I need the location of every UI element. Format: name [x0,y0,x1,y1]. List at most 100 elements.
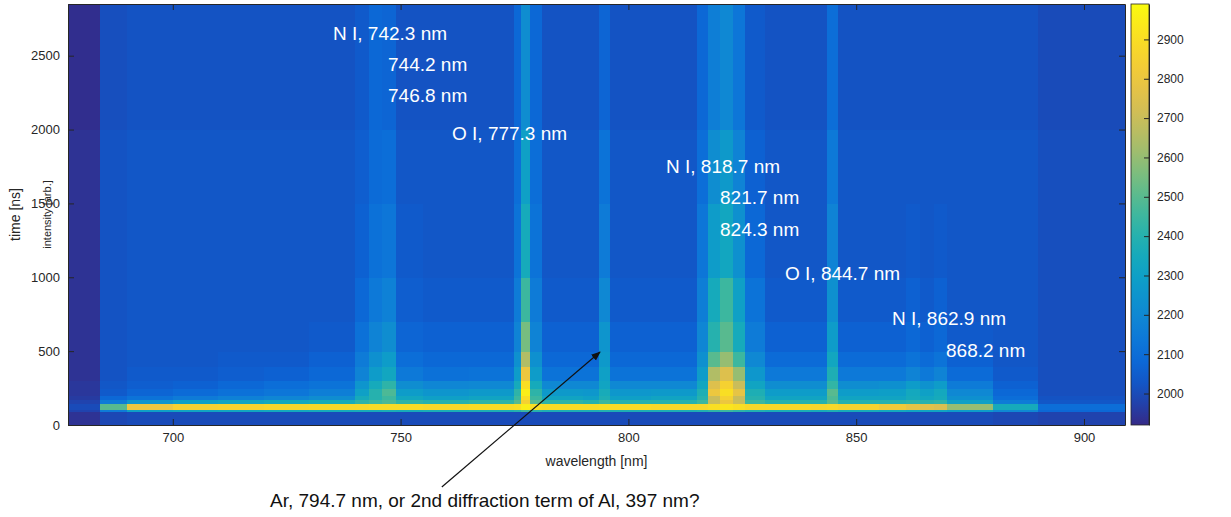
tick-mark [1144,79,1149,80]
tick: 2600 [1144,151,1184,165]
heatmap-cell [947,404,993,411]
heatmap-cell [469,381,515,389]
heatmap-cell [827,4,839,130]
heatmap-cell [423,322,469,352]
heatmap-cell [218,4,264,130]
heatmap-cell [745,381,766,389]
heatmap-cell [906,381,920,389]
tick-mark [68,351,74,352]
tick-mark [1119,277,1125,278]
heatmap-cell [745,412,766,425]
tick-mark [1144,236,1149,237]
tick [1119,277,1125,278]
heatmap-cell [68,400,100,404]
tick-mark [628,4,629,10]
heatmap-cell [355,351,369,366]
heatmap-cell [651,400,697,404]
heatmap-cell [697,366,709,381]
tick-mark [401,419,402,425]
heatmap-cell [610,400,652,404]
heatmap-cell [542,322,584,352]
heatmap-cell [127,388,173,396]
tick [1119,351,1125,352]
heatmap-cell [708,412,720,425]
heatmap-cell [583,322,600,352]
heatmap-cell [765,395,811,400]
heatmap-cell [827,366,839,381]
heatmap-cell [708,388,720,396]
heatmap-cell [906,388,920,396]
heatmap-cell [651,366,697,381]
heatmap-cell [423,381,469,389]
tick-mark [68,277,74,278]
heatmap-cell [720,395,734,400]
axis-line [68,5,69,426]
heatmap-cell [355,412,369,425]
heatmap-cell [745,395,766,400]
heatmap-cell [521,322,531,352]
heatmap-cell [934,400,948,404]
heatmap-cell [920,203,934,277]
heatmap-cell [583,400,600,404]
heatmap-cell [906,400,920,404]
heatmap-cell [838,400,880,404]
heatmap-cell [100,404,128,411]
heatmap-cell [697,277,709,322]
heatmap-cell [838,351,880,366]
heatmap-cell [355,130,369,204]
heatmap-cell [879,404,907,411]
heatmap-cell [697,400,709,404]
heatmap-cell [934,130,948,204]
tick: 2400 [1144,229,1184,243]
heatmap-cell [934,404,948,411]
heatmap-cell [396,351,424,366]
heatmap-cell [382,395,396,400]
heatmap-cell [838,366,880,381]
heatmap-cell [599,395,611,400]
tick: 2700 [1144,111,1184,125]
heatmap-cell [396,388,424,396]
tick-mark [1119,56,1125,57]
line-label: 868.2 nm [946,340,1025,361]
axis-line [69,4,1126,5]
tick-mark [1119,351,1125,352]
heatmap-cell [127,366,173,381]
heatmap-cell [127,404,173,411]
heatmap-cell [68,322,100,352]
y-axis-right [1119,5,1126,426]
heatmap-cell [879,351,907,366]
heatmap-cell [530,395,542,400]
heatmap-cell [514,381,521,389]
heatmap-cell [530,388,542,396]
heatmap-cell [733,366,745,381]
heatmap-cell [369,404,383,411]
heatmap-cell [745,4,766,130]
heatmap-cell [530,4,542,130]
heatmap-cell [811,404,828,411]
tick-mark [68,203,74,204]
heatmap-cell [355,381,369,389]
line-label: O I, 844.7 nm [785,263,900,284]
tick-mark [173,4,174,10]
heatmap-cell [745,366,766,381]
heatmap-cell [708,4,720,130]
heatmap-cell [100,351,128,366]
heatmap-cell [530,412,542,425]
line-label: N I, 818.7 nm [666,156,780,177]
line-label: 746.8 nm [388,85,467,106]
heatmap-cell [382,404,396,411]
heatmap-cell [423,351,469,366]
heatmap-cell [68,4,100,130]
heatmap-cell [218,388,264,396]
heatmap-cell [218,366,264,381]
tick-label: 2900 [1157,33,1184,47]
heatmap-cell [811,322,828,352]
heatmap-cell [906,4,920,130]
heatmap-cell [369,366,383,381]
heatmap-cell [838,322,880,352]
heatmap-cell [218,381,264,389]
heatmap-cell [355,203,369,277]
heatmap-cell [521,4,531,130]
heatmap-cell [369,388,383,396]
heatmap-cell [309,388,355,396]
